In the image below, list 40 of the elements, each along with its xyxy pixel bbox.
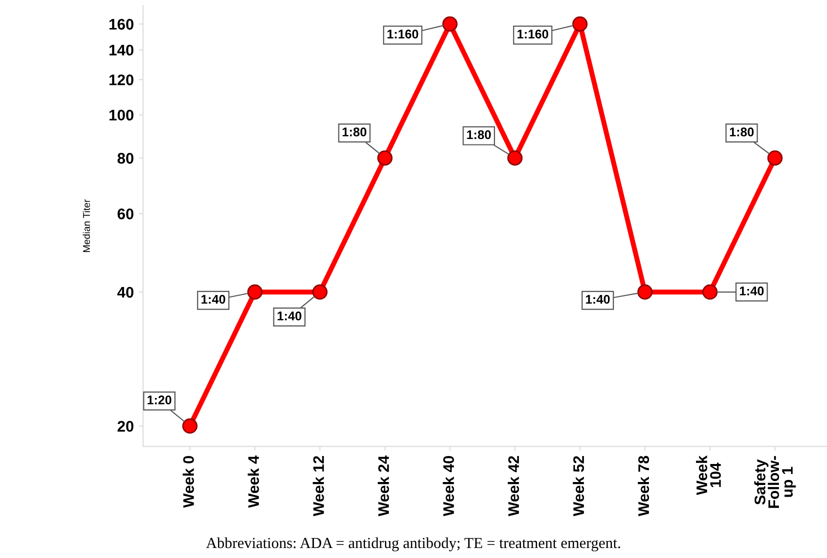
x-tick-label: Week 52: [572, 456, 584, 516]
annotation: 1:40: [586, 294, 610, 304]
annotation: 1:160: [518, 30, 548, 38]
y-tick-label: 120: [110, 74, 134, 86]
x-tick-label: Week 40: [442, 456, 454, 516]
point: [507, 150, 523, 166]
x-tick-label: Week 24: [378, 456, 390, 516]
text: Abbreviations: ADA = antidrug antibody; TE = treatment emergent.: [206, 537, 620, 552]
y-tick-label: 60: [118, 208, 134, 220]
point: [312, 284, 328, 300]
y-tick-label: 100: [110, 110, 134, 121]
y-tick-label: 80: [118, 152, 134, 164]
annotation: 1:20: [148, 396, 172, 404]
annotation: 1:80: [730, 128, 754, 136]
point: [377, 150, 393, 166]
y-tick-label: 40: [117, 286, 134, 298]
annotation: 1:80: [342, 128, 366, 136]
point: [767, 150, 783, 166]
x-tick-label: Week 78: [638, 456, 650, 516]
point: [247, 284, 263, 300]
x-tick-label: Week 42: [508, 456, 520, 516]
point: [182, 418, 198, 434]
annotation: 1:40: [740, 286, 764, 296]
y-axis-title: Median Titer: [82, 199, 90, 252]
annotation: 1:160: [388, 30, 418, 38]
x-tick-label: Week 12: [312, 456, 324, 516]
y-tick-label: 160: [110, 18, 134, 30]
x-tick-label: Safety Follow- up 1: [754, 456, 796, 508]
annotation: 1:80: [467, 130, 491, 140]
point: [442, 16, 458, 32]
x-tick-label: Week 104: [696, 455, 721, 496]
annotation: 1:40: [202, 294, 226, 304]
y-tick-label: 140: [110, 44, 134, 56]
point: [572, 16, 588, 32]
x-tick-label: Week 4: [248, 456, 259, 508]
x-tick-label: Week 0: [182, 456, 194, 508]
point: [637, 284, 653, 300]
point: [702, 284, 718, 300]
y-tick-label: 20: [118, 420, 134, 432]
annotation: 1:40: [278, 312, 302, 320]
